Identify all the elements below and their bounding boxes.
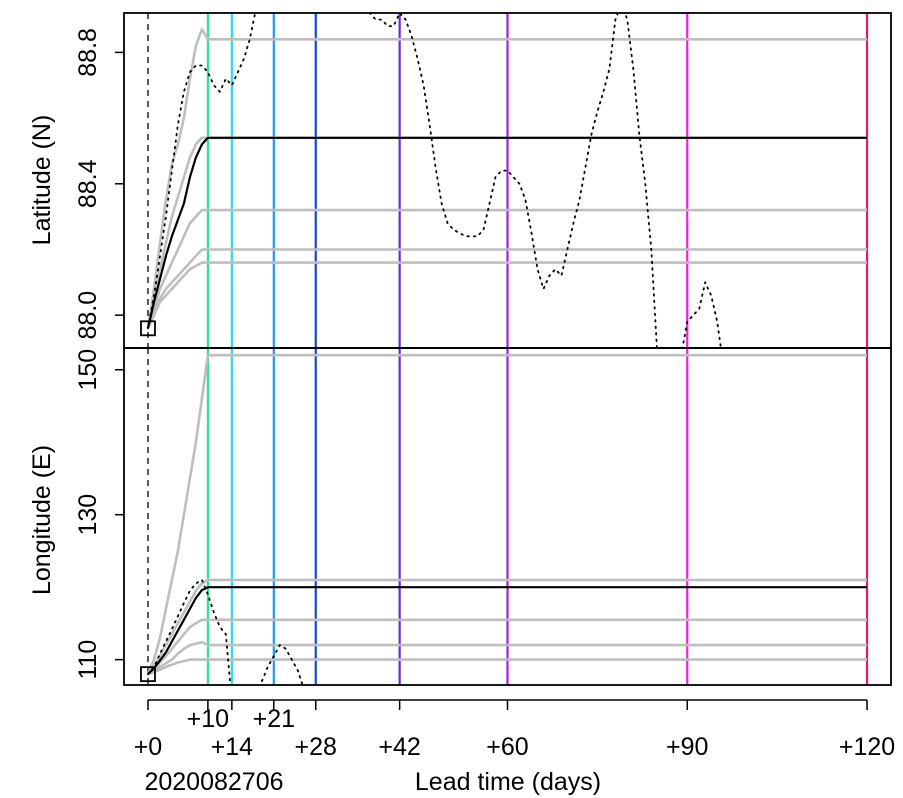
latitude-ensemble-line-1 <box>146 136 867 329</box>
latitude-ensemble-line-3 <box>146 248 867 329</box>
x-tick-label: +0 <box>134 733 163 761</box>
x-tick-label: +14 <box>211 733 254 761</box>
x-tick-label: +42 <box>378 733 420 761</box>
x-tick-label: +120 <box>839 733 895 761</box>
longitude-ytick-label: 130 <box>74 494 102 536</box>
start-date-label: 2020082706 <box>144 768 283 796</box>
latitude-ensemble-line-2 <box>146 208 867 329</box>
longitude-ensemble-line-0 <box>146 353 867 675</box>
longitude-axis-label: Longitude (E) <box>28 445 56 595</box>
latitude-plot-area <box>146 13 869 348</box>
longitude-panel <box>140 348 869 685</box>
latitude-observed-line-6 <box>147 13 722 348</box>
latitude-start-marker <box>140 320 156 337</box>
latitude-ensemble-line-4 <box>146 261 867 329</box>
latitude-panel <box>140 13 869 348</box>
latitude-ytick-label: 88.4 <box>74 159 102 208</box>
longitude-plot-area <box>146 348 869 685</box>
x-tick-label: +60 <box>486 733 528 761</box>
longitude-panel-frame <box>123 347 892 686</box>
latitude-ensemble-mean-line-5 <box>146 136 867 329</box>
x-tick-label: +10 <box>187 705 229 733</box>
axes: 88.0 88.4 88.8 110 130 150 +0 +10+14+21+28 +42 +6… <box>74 12 895 761</box>
x-axis-title: Lead time (days) <box>415 768 601 796</box>
x-tick-label: +28 <box>295 733 337 761</box>
latitude-ytick-label: 88.8 <box>74 28 102 77</box>
latitude-ytick-label: 88.0 <box>74 291 102 340</box>
x-tick-label: +90 <box>666 733 708 761</box>
latitude-ensemble-line-0 <box>146 28 867 329</box>
longitude-ytick-label: 110 <box>74 640 102 680</box>
longitude-start-marker <box>140 666 156 683</box>
x-tick-label: +21 <box>253 705 295 733</box>
latitude-axis-label: Latitude (N) <box>28 115 56 246</box>
longitude-ensemble-line-3 <box>147 640 867 676</box>
longitude-ensemble-mean-line-5 <box>147 586 867 675</box>
longitude-ensemble-line-4 <box>147 658 867 676</box>
longitude-ytick-label: 150 <box>74 349 102 391</box>
longitude-observed-line-6 <box>147 579 304 685</box>
